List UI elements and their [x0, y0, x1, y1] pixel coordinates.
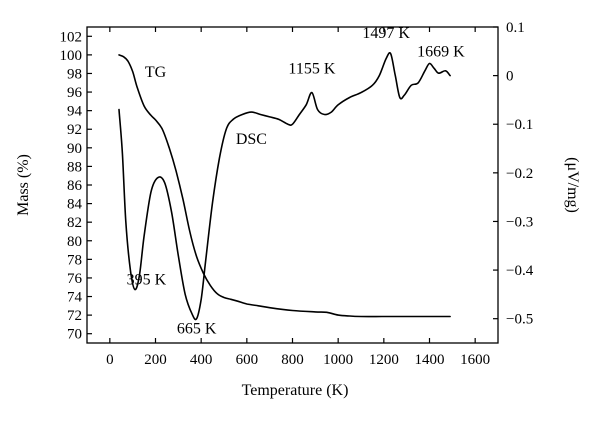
- y-tick-label-left: 78: [67, 252, 82, 268]
- annotation-label: 665 K: [177, 321, 217, 338]
- x-tick-label: 800: [281, 352, 304, 368]
- y-tick-label-right: −0.1: [506, 117, 533, 133]
- y-tick-label-left: 98: [67, 66, 82, 82]
- y-tick-label-right: 0.1: [506, 20, 525, 36]
- y-tick-label-right: −0.5: [506, 312, 533, 328]
- y-tick-label-left: 102: [60, 29, 83, 45]
- annotation-label: TG: [145, 64, 167, 81]
- x-tick-label: 1000: [323, 352, 353, 368]
- y-axis-title-right: (μV/mg): [564, 157, 581, 213]
- x-tick-label: 1600: [460, 352, 490, 368]
- x-axis-title: Temperature (K): [242, 382, 349, 399]
- y-tick-label-left: 76: [67, 271, 83, 287]
- y-tick-label-left: 94: [67, 104, 83, 120]
- y-tick-label-left: 74: [67, 290, 83, 306]
- annotation-label: 395 K: [127, 271, 167, 288]
- y-tick-label-left: 84: [67, 197, 83, 213]
- y-tick-label-left: 92: [67, 122, 82, 138]
- y-tick-label-left: 82: [67, 215, 82, 231]
- x-tick-label: 1400: [415, 352, 445, 368]
- y-tick-label-right: −0.3: [506, 214, 533, 230]
- y-tick-label-left: 96: [67, 85, 83, 101]
- annotation-label: 1155 K: [288, 60, 335, 77]
- tg-curve: [118, 54, 451, 318]
- y-tick-label-left: 86: [67, 178, 83, 194]
- x-tick-label: 400: [190, 352, 213, 368]
- y-tick-label-right: −0.4: [506, 263, 534, 279]
- y-tick-label-left: 72: [67, 308, 82, 324]
- x-tick-label: 0: [106, 352, 114, 368]
- dsc-curve: [118, 51, 451, 321]
- y-tick-label-left: 80: [67, 234, 82, 250]
- x-tick-label: 1200: [369, 352, 399, 368]
- y-tick-label-left: 90: [67, 141, 82, 157]
- y-tick-label-right: −0.2: [506, 166, 533, 182]
- y-tick-label-left: 88: [67, 159, 82, 175]
- annotation-layer: TG DSC 395 K 665 K 1155 K 1497 K 1669 K: [127, 25, 466, 338]
- y-tick-label-left: 100: [60, 48, 83, 64]
- y-tick-label-right: 0: [506, 69, 514, 85]
- series-layer: [118, 51, 451, 321]
- annotation-label: 1497 K: [362, 25, 410, 42]
- annotation-label: 1669 K: [417, 44, 465, 61]
- y-axis-title-left: Mass (%): [15, 154, 32, 216]
- annotation-label: DSC: [236, 131, 267, 148]
- x-tick-label: 600: [236, 352, 259, 368]
- axis-ticks: 0 200 400 600 800 1000 1200 1400 160070727476788…: [60, 20, 534, 368]
- x-tick-label: 200: [144, 352, 167, 368]
- y-tick-label-left: 70: [67, 327, 82, 343]
